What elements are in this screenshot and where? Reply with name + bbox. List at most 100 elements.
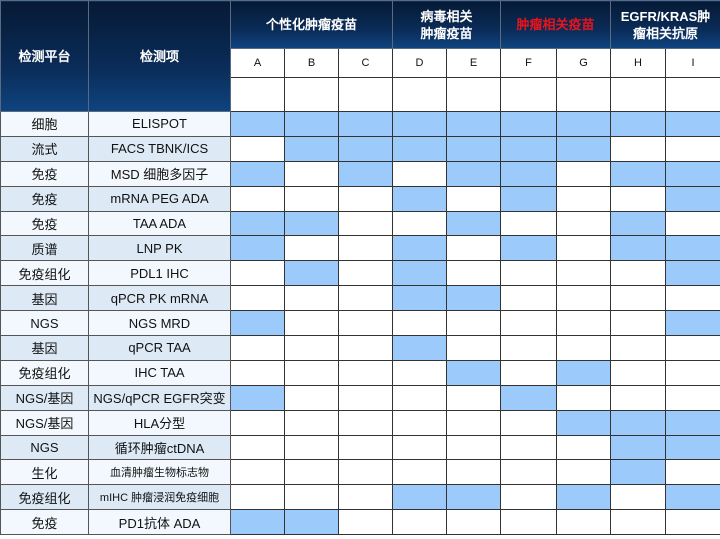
column-letter-i: I	[665, 48, 720, 78]
filled-cell-b	[284, 111, 339, 137]
filled-cell-f	[500, 384, 558, 411]
platform-cell: 免疫组化	[0, 484, 89, 511]
empty-cell-e	[445, 434, 502, 461]
table-row: 生化 血清肿瘤生物标志物	[0, 459, 720, 486]
empty-cell-g	[556, 210, 612, 237]
filled-cell-i	[665, 434, 720, 461]
empty-cell-d	[392, 160, 447, 187]
column-letter-b: B	[284, 48, 339, 78]
empty-cell-c	[338, 185, 393, 212]
empty-cell-a	[230, 434, 285, 461]
assay-item-cell: 血清肿瘤生物标志物	[88, 459, 231, 486]
platform-cell: NGS	[0, 310, 89, 337]
filled-cell-b	[284, 509, 339, 536]
empty-cell-e	[445, 260, 502, 287]
empty-cell-c	[338, 310, 393, 337]
filled-cell-a	[230, 310, 285, 337]
filled-cell-b	[284, 135, 339, 162]
filled-cell-i	[665, 185, 720, 212]
empty-cell-b	[284, 484, 339, 511]
filled-cell-i	[665, 409, 720, 436]
group-header-viral: 病毒相关 肿瘤疫苗	[391, 0, 502, 49]
empty-cell-f	[500, 484, 558, 511]
empty-cell-h	[610, 335, 667, 361]
filled-cell-i	[665, 111, 720, 137]
column-letter-g: G	[556, 48, 612, 78]
table-row: 质谱 LNP PK	[0, 235, 720, 262]
assay-item-cell: ELISPOT	[88, 111, 231, 137]
empty-cell-a	[230, 335, 285, 361]
empty-cell-i	[665, 285, 720, 312]
filled-cell-a	[230, 160, 285, 187]
empty-cell-a	[230, 135, 285, 162]
platform-cell: 生化	[0, 459, 89, 486]
empty-cell-e	[445, 335, 502, 361]
blank-cell	[500, 77, 558, 112]
filled-cell-e	[445, 359, 502, 386]
empty-cell-g	[556, 509, 612, 536]
assay-item-cell: mIHC 肿瘤浸润免疫细胞	[88, 484, 231, 511]
empty-cell-d	[392, 384, 447, 411]
assay-item-cell: NGS/qPCR EGFR突变	[88, 384, 231, 411]
group-header-personalized: 个性化肿瘤疫苗	[230, 0, 393, 49]
filled-cell-f	[500, 160, 558, 187]
assay-item-cell: LNP PK	[88, 235, 231, 262]
empty-cell-a	[230, 359, 285, 386]
filled-cell-h	[610, 409, 667, 436]
empty-cell-f	[500, 310, 558, 337]
empty-cell-h	[610, 310, 667, 337]
assay-item-cell: 循环肿瘤ctDNA	[88, 434, 231, 461]
empty-cell-b	[284, 160, 339, 187]
filled-cell-g	[556, 111, 612, 137]
empty-cell-i	[665, 384, 720, 411]
filled-cell-f	[500, 111, 558, 137]
platform-cell: 免疫组化	[0, 260, 89, 287]
platform-cell: 细胞	[0, 111, 89, 137]
empty-cell-b	[284, 384, 339, 411]
empty-cell-e	[445, 235, 502, 262]
empty-cell-e	[445, 509, 502, 536]
empty-cell-g	[556, 160, 612, 187]
empty-cell-c	[338, 210, 393, 237]
empty-cell-c	[338, 285, 393, 312]
empty-cell-f	[500, 260, 558, 287]
assay-item-cell: MSD 细胞多因子	[88, 160, 231, 187]
empty-cell-b	[284, 359, 339, 386]
column-letter-d: D	[392, 48, 447, 78]
empty-cell-f	[500, 409, 558, 436]
table-row: 免疫 TAA ADA	[0, 210, 720, 237]
filled-cell-d	[392, 285, 447, 312]
column-letter-h: H	[610, 48, 667, 78]
platform-cell: 基因	[0, 335, 89, 361]
empty-cell-g	[556, 260, 612, 287]
blank-cell	[392, 77, 447, 112]
table-row: 细胞 ELISPOT	[0, 111, 720, 137]
column-letter-f: F	[500, 48, 558, 78]
empty-cell-b	[284, 285, 339, 312]
filled-cell-d	[392, 111, 447, 137]
filled-cell-b	[284, 260, 339, 287]
filled-cell-h	[610, 160, 667, 187]
empty-cell-g	[556, 235, 612, 262]
empty-cell-c	[338, 409, 393, 436]
empty-cell-f	[500, 509, 558, 536]
empty-cell-e	[445, 459, 502, 486]
filled-cell-e	[445, 484, 502, 511]
empty-cell-f	[500, 285, 558, 312]
empty-cell-g	[556, 434, 612, 461]
empty-cell-h	[610, 359, 667, 386]
empty-cell-i	[665, 135, 720, 162]
filled-cell-e	[445, 210, 502, 237]
empty-cell-b	[284, 409, 339, 436]
filled-cell-a	[230, 509, 285, 536]
filled-cell-d	[392, 135, 447, 162]
filled-cell-d	[392, 260, 447, 287]
platform-cell: NGS	[0, 434, 89, 461]
empty-cell-i	[665, 359, 720, 386]
empty-cell-a	[230, 285, 285, 312]
empty-cell-h	[610, 135, 667, 162]
filled-cell-e	[445, 285, 502, 312]
assay-item-cell: HLA分型	[88, 409, 231, 436]
filled-cell-a	[230, 210, 285, 237]
table-row: 流式 FACS TBNK/ICS	[0, 135, 720, 162]
